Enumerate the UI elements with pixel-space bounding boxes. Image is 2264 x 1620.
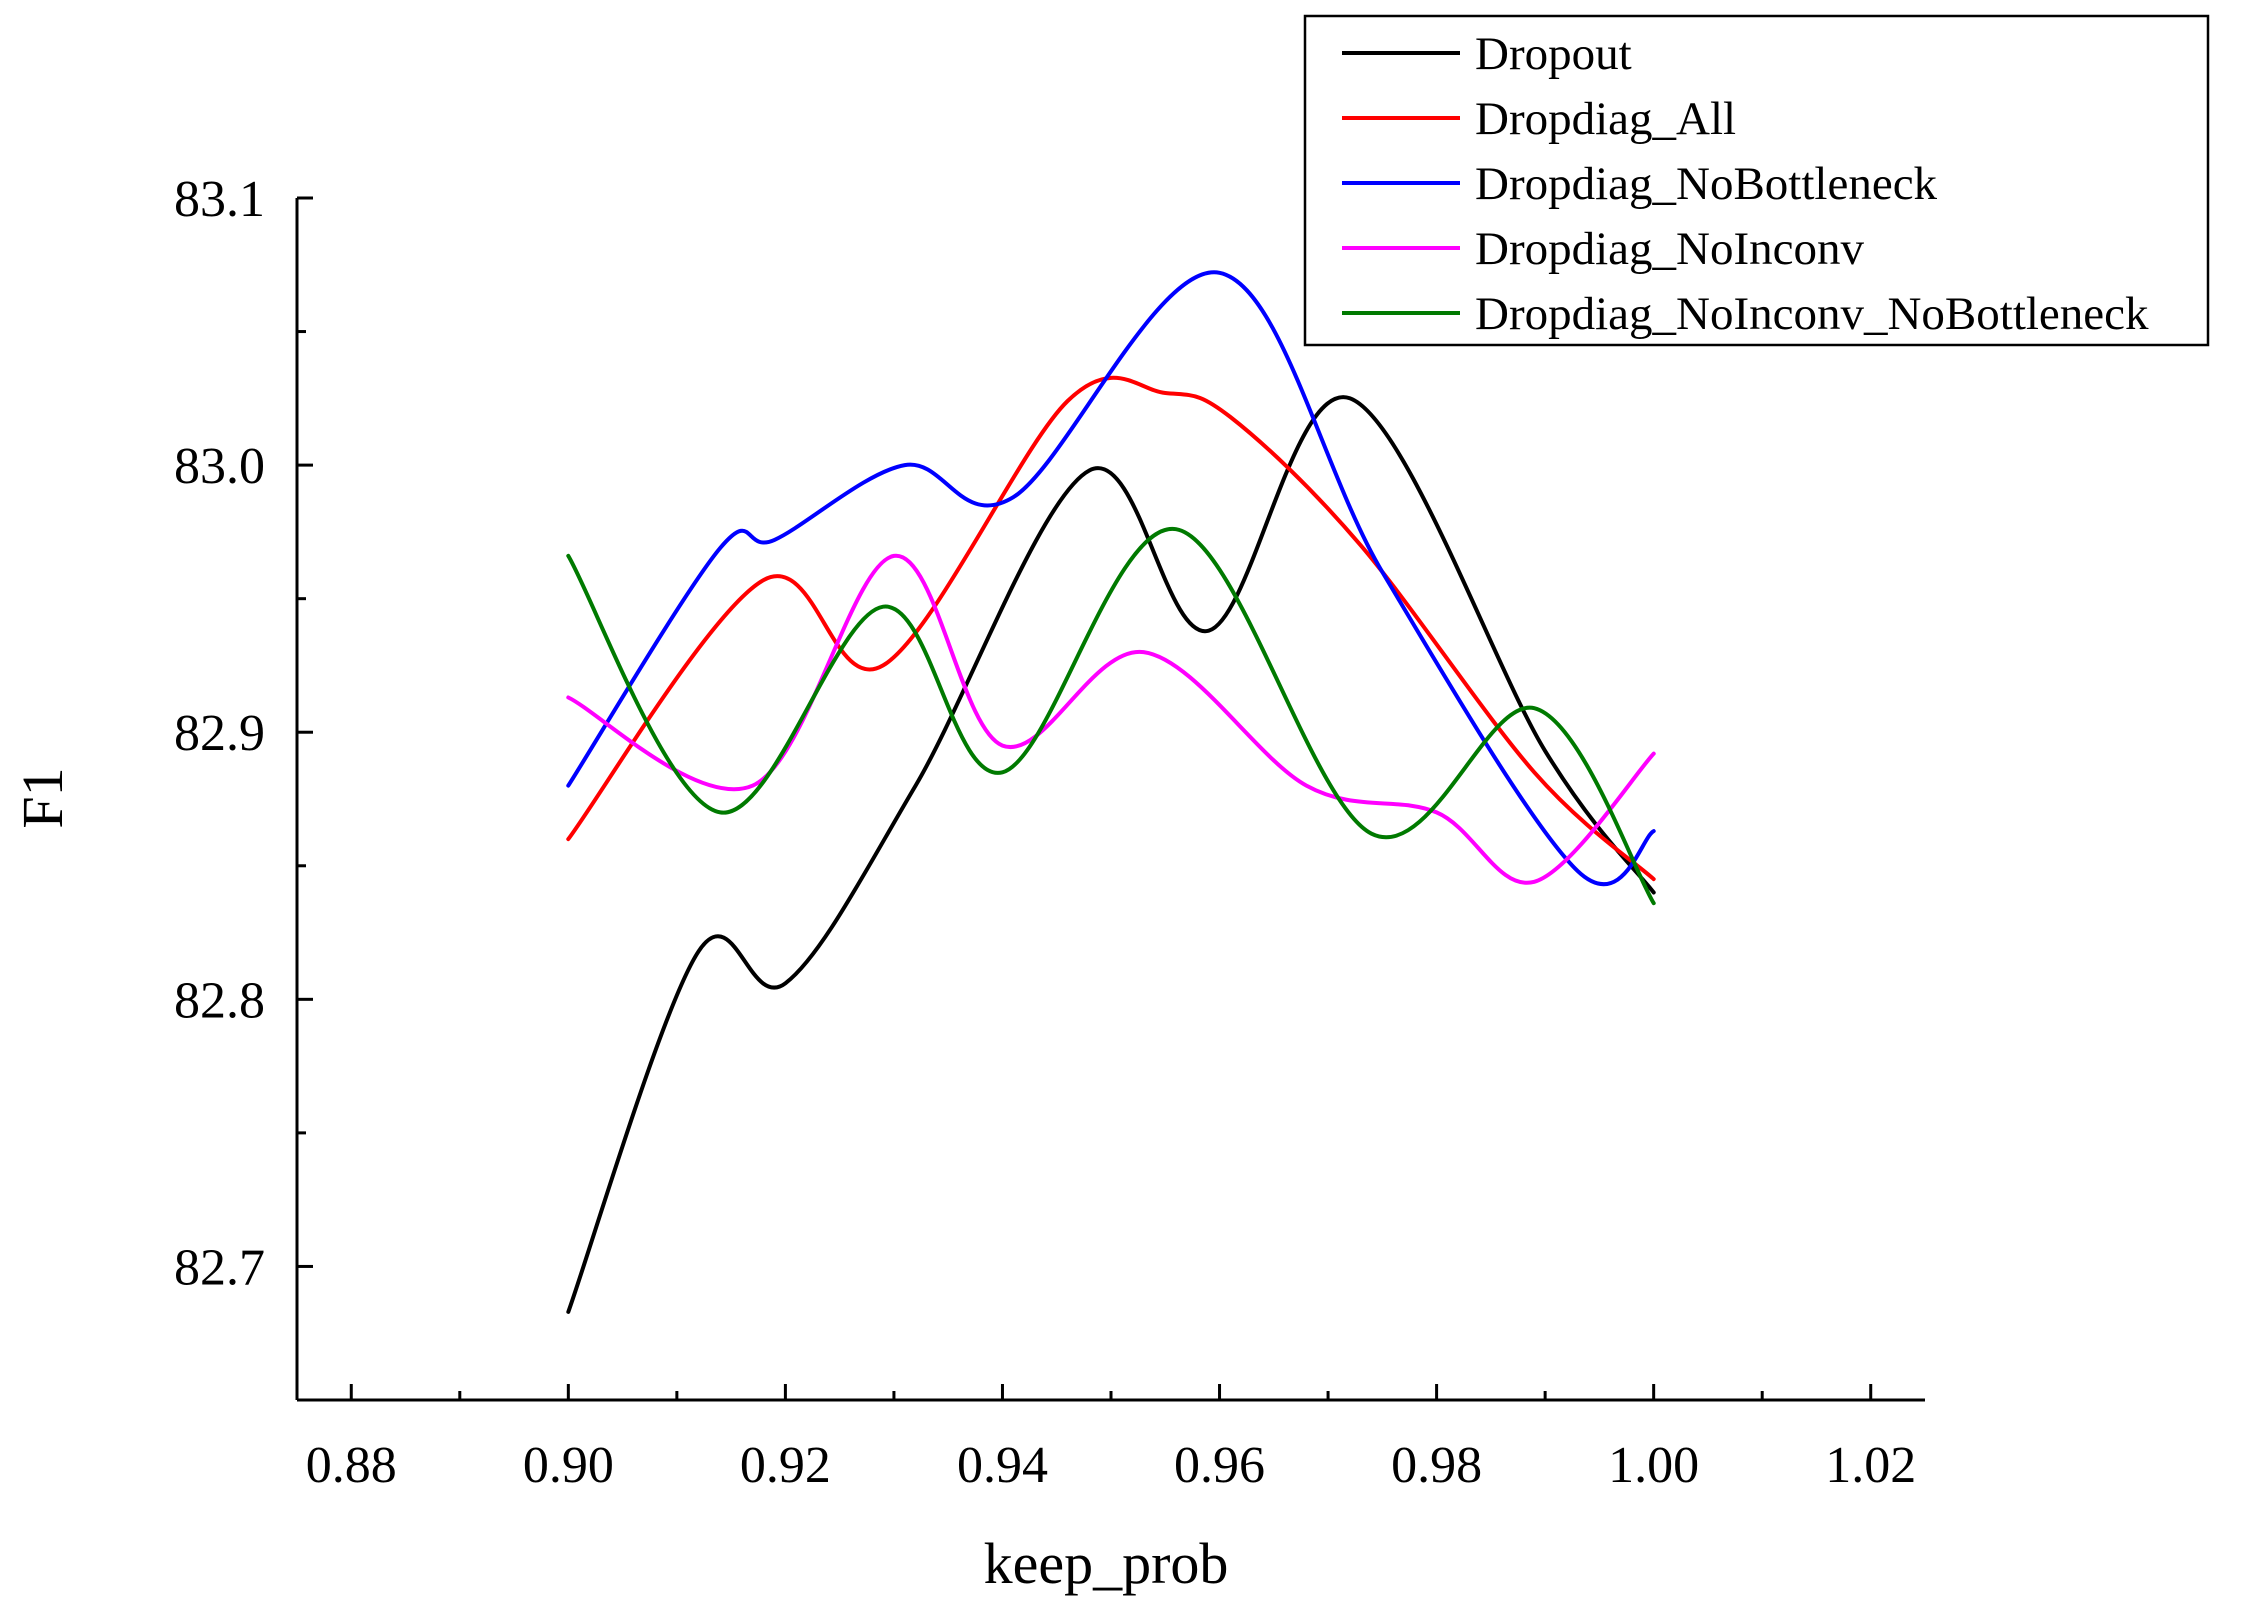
- legend: Dropout Dropdiag_All Dropdiag_NoBottleneck…: [1303, 14, 2210, 347]
- axes: 0.88 0.90 0.92 0.94 0.96 0.98 1.00 1.02 82.782.…: [174, 171, 1925, 1494]
- y-tick-label: 82.9: [174, 705, 265, 762]
- y-axis-ticks: 82.7 82.8 82.9 83.0 83.1: [174, 171, 313, 1402]
- series-line-dropdiag-all: [566, 375, 1656, 882]
- series-line-dropdiag-noinconv: [566, 553, 1656, 885]
- legend-label-dropout: Dropout: [1475, 28, 1632, 80]
- y-axis-title: F1: [10, 767, 75, 828]
- x-axis-title: keep_prob: [984, 1531, 1229, 1596]
- x-tick-label: 0.92: [740, 1437, 831, 1494]
- x-tick-label: 0.90: [523, 1437, 614, 1494]
- x-tick-label: 0.94: [957, 1437, 1048, 1494]
- legend-label-dropdiag-noinconv-nobottleneck: Dropdiag_NoInconv_NoBottleneck: [1475, 288, 2149, 340]
- legend-label-dropdiag-nobottleneck: Dropdiag_NoBottleneck: [1475, 158, 1938, 210]
- y-tick-label: 83.1: [174, 171, 265, 228]
- series-line-dropout: [566, 395, 1656, 1314]
- legend-box: [1303, 14, 2210, 347]
- legend-items: Dropout Dropdiag_All Dropdiag_NoBottleneck…: [1342, 28, 2149, 340]
- series-lines: [566, 270, 1656, 1314]
- y-tick-label: 82.7: [174, 1239, 265, 1296]
- legend-label-dropdiag-noinconv: Dropdiag_NoInconv: [1475, 223, 1864, 275]
- series-line-dropdiag-noinconv-nobottleneck: [566, 527, 1656, 906]
- y-tick-label: 83.0: [174, 438, 265, 495]
- x-tick-label: 1.00: [1608, 1437, 1699, 1494]
- x-tick-label: 0.98: [1391, 1437, 1482, 1494]
- series-line-dropdiag-nobottleneck: [566, 270, 1656, 887]
- x-tick-label: 0.88: [306, 1437, 397, 1494]
- legend-label-dropdiag-all: Dropdiag_All: [1475, 93, 1736, 145]
- x-tick-label: 0.96: [1174, 1437, 1265, 1494]
- y-tick-label: 82.8: [174, 972, 265, 1029]
- x-axis-ticks: 0.88 0.90 0.92 0.94 0.96 0.98 1.00 1.02: [306, 1384, 1916, 1494]
- x-tick-label: 1.02: [1825, 1437, 1916, 1494]
